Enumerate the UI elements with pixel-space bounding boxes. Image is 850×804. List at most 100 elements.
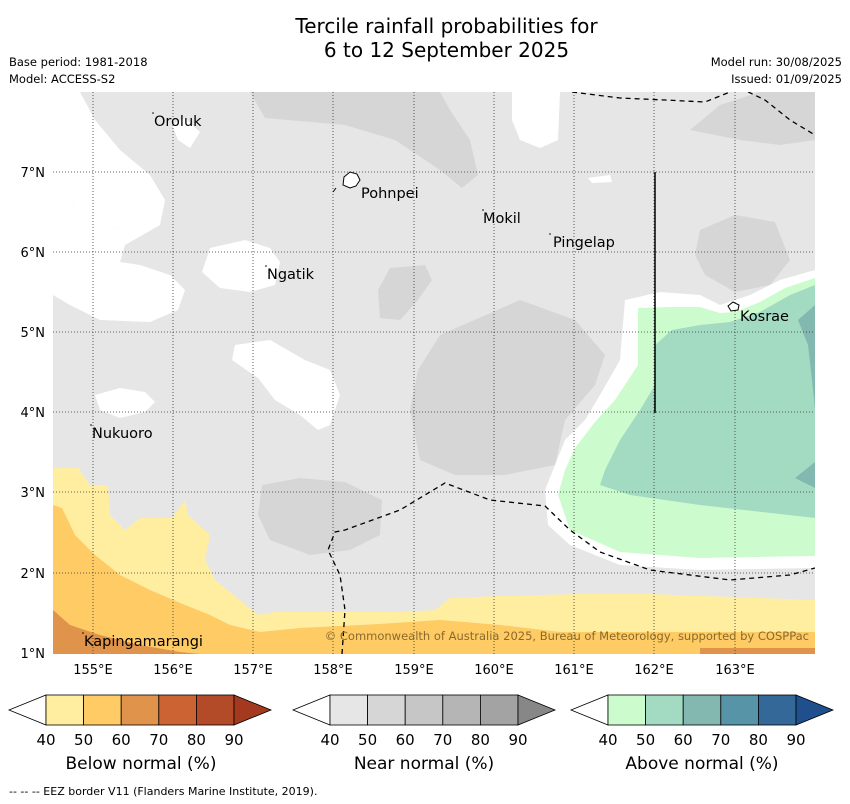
- no-dominant-region: [512, 92, 560, 148]
- colorbar-low-extend: [7, 694, 47, 726]
- kosrae-island: [727, 301, 740, 312]
- colorbar-swatch: [158, 694, 197, 726]
- place-kapingamarangi: Kapingamarangi: [84, 634, 203, 650]
- lat-label: 1°N: [21, 647, 46, 662]
- colorbar-swatch: [45, 694, 84, 726]
- issued-date: Issued: 01/09/2025: [731, 72, 842, 86]
- colorbar-tick: 70: [711, 731, 730, 749]
- colorbar-low-extend: [569, 694, 609, 726]
- lon-label: 162°E: [634, 663, 674, 678]
- above-normal-60-region: [798, 305, 815, 410]
- near-normal-50-patch: [250, 92, 478, 188]
- lat-label: 3°N: [21, 486, 46, 501]
- pohnpei-island: [342, 171, 361, 189]
- colorbar-tick: 80: [471, 731, 490, 749]
- colorbar-high-extend: [517, 694, 557, 726]
- colorbar-swatch: [645, 694, 684, 726]
- no-dominant-region: [588, 175, 612, 183]
- colorbar-tick: 80: [187, 731, 206, 749]
- eez-border: [327, 92, 815, 654]
- colorbar-swatch: [195, 694, 235, 726]
- lon-label: 163°E: [715, 663, 755, 678]
- colorbar-low-extend: [291, 694, 331, 726]
- colorbar-swatch: [720, 694, 759, 726]
- no-dominant-region: [53, 92, 165, 230]
- nukuoro-marker: [90, 424, 92, 426]
- lon-label: 157°E: [233, 663, 273, 678]
- above-normal-50-region: [600, 285, 815, 518]
- near-normal-50-patch: [378, 265, 432, 320]
- place-oroluk: Oroluk: [154, 114, 202, 130]
- latitude-labels: 7°N 6°N 5°N 4°N 3°N 2°N 1°N: [21, 166, 46, 662]
- below-normal-60-region: [53, 610, 200, 654]
- mokil-marker: [482, 209, 484, 211]
- legend-title-above: Above normal (%): [625, 754, 779, 774]
- meta-right: Model run: 30/08/2025 Issued: 01/09/2025: [711, 54, 842, 88]
- map-title: Tercile rainfall probabilities for 6 to …: [0, 14, 850, 62]
- colorbar-tick: 50: [358, 731, 377, 749]
- colorbar-tick: 60: [396, 731, 415, 749]
- colorbar-below: 40 50 60 70 80 90: [7, 694, 273, 749]
- below-normal-60-region: [700, 648, 815, 654]
- lat-label: 7°N: [21, 166, 46, 181]
- legend-colorbars: 40 50 60 70 80 90 40 50 60 70 80 90 40 50 60 70 80 90: [7, 694, 835, 749]
- place-ngatik: Ngatik: [267, 267, 315, 283]
- map-panel: Oroluk Pohnpei Mokil Pingelap Ngatik Kos…: [53, 92, 815, 654]
- colorbar-swatch: [758, 694, 797, 726]
- above-normal-60-region: [795, 462, 815, 488]
- colorbar-swatch: [367, 694, 406, 726]
- no-dominant-region: [232, 340, 340, 430]
- place-pingelap: Pingelap: [553, 235, 615, 251]
- ngatik-marker: [265, 265, 267, 267]
- pingelap-marker: [549, 233, 551, 235]
- lon-label: 155°E: [73, 663, 113, 678]
- colorbar-tick: 70: [149, 731, 168, 749]
- colorbar-tick: 90: [786, 731, 805, 749]
- colorbar-tick: 80: [749, 731, 768, 749]
- colorbar-high-extend: [795, 694, 835, 726]
- colorbar-swatch: [329, 694, 368, 726]
- lon-label: 156°E: [153, 663, 193, 678]
- model-run: Model run: 30/08/2025: [710, 55, 842, 69]
- lat-label: 6°N: [21, 246, 46, 261]
- near-normal-50-patch: [695, 215, 790, 292]
- below-normal-50-region: [53, 505, 815, 654]
- copyright-notice: © Commonwealth of Australia 2025, Bureau…: [325, 629, 809, 643]
- near-normal-50-patch: [410, 300, 605, 475]
- colorbar-tick: 60: [674, 731, 693, 749]
- map-figure: Oroluk Pohnpei Mokil Pingelap Ngatik Kos…: [21, 92, 815, 678]
- colorbar-tick: 40: [36, 731, 55, 749]
- no-dominant-region: [53, 170, 185, 322]
- oroluk-marker: [152, 112, 154, 114]
- lon-label: 161°E: [554, 663, 594, 678]
- lat-label: 5°N: [21, 326, 46, 341]
- colorbar-above: 40 50 60 70 80 90: [569, 694, 835, 749]
- colorbar-tick: 50: [636, 731, 655, 749]
- colorbar-tick: 50: [74, 731, 93, 749]
- colorbar-tick: 90: [508, 731, 527, 749]
- colorbar-swatch: [404, 694, 444, 726]
- place-kosrae: Kosrae: [740, 309, 789, 325]
- near-normal-50-patch: [690, 92, 815, 145]
- colorbar-high-extend: [233, 694, 273, 726]
- below-normal-40-region: [53, 468, 815, 654]
- colorbar-tick: 90: [224, 731, 243, 749]
- place-pohnpei: Pohnpei: [361, 186, 419, 202]
- near-normal-50-patch: [258, 478, 382, 555]
- title-line-2: 6 to 12 September 2025: [323, 38, 570, 62]
- colorbar-tick: 40: [598, 731, 617, 749]
- title-line-1: Tercile rainfall probabilities for: [295, 14, 598, 38]
- colorbar-swatch: [120, 694, 160, 726]
- lon-label: 159°E: [394, 663, 434, 678]
- legend-title-below: Below normal (%): [65, 754, 217, 774]
- place-mokil: Mokil: [483, 211, 521, 227]
- colorbar-near: 40 50 60 70 80 90: [291, 694, 557, 749]
- lon-label: 158°E: [313, 663, 353, 678]
- colorbar-swatch: [442, 694, 481, 726]
- model-name: Model: ACCESS-S2: [9, 72, 116, 86]
- lat-label: 2°N: [21, 567, 46, 582]
- place-nukuoro: Nukuoro: [92, 426, 153, 442]
- graticule: [53, 92, 815, 654]
- eez-footnote: -- -- -- EEZ border V11 (Flanders Marine…: [9, 785, 318, 798]
- colorbar-tick: 70: [433, 731, 452, 749]
